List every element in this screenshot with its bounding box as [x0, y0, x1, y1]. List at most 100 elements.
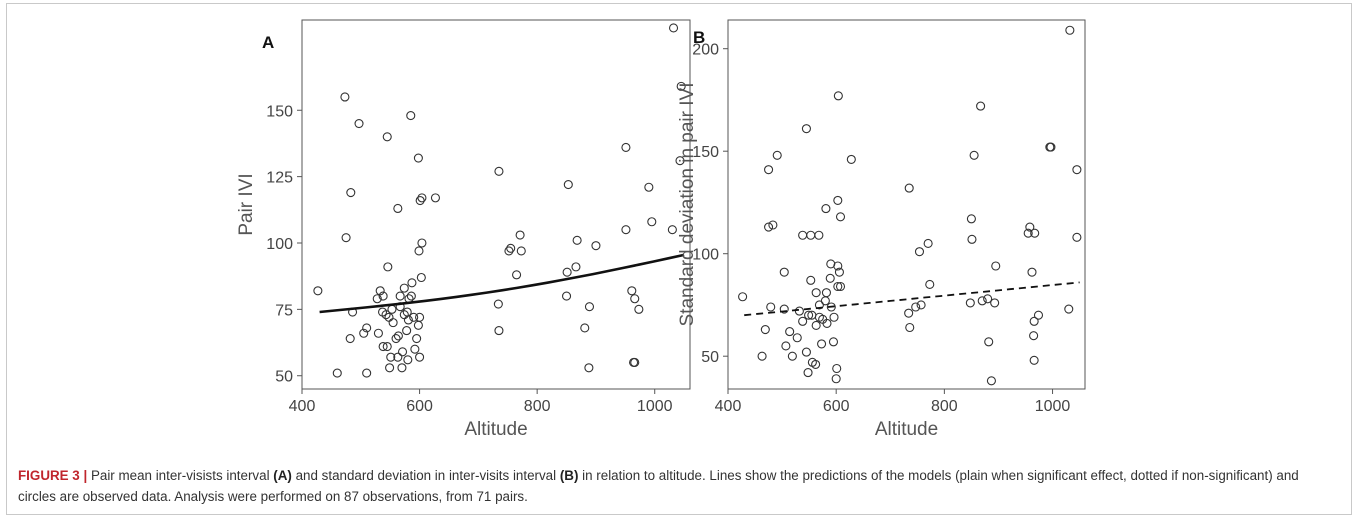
panel-b-data-point [833, 91, 843, 101]
panel-a-data-point [346, 188, 356, 198]
panel-a-y-tick-label: 50 [275, 369, 293, 386]
panel-b-data-point [991, 261, 1001, 271]
panel-a-x-axis-title: Altitude [464, 419, 527, 440]
panel-b-data-point [792, 333, 802, 343]
panel-b-data-point [1072, 165, 1082, 175]
panel-b-data-point [811, 320, 821, 331]
panel-a-data-point [393, 352, 403, 362]
panel-b-data-point [834, 267, 844, 277]
panel-b-data-point [1072, 232, 1082, 242]
panel-a-data-point [359, 328, 369, 338]
panel-a-data-point [332, 368, 342, 378]
panel-b-letter: B [693, 28, 705, 47]
panel-b-data-point [794, 306, 804, 316]
panel-a-data-point [397, 347, 408, 357]
panel-b-data-point [764, 222, 774, 232]
panel-a-data-point [591, 241, 601, 251]
panel-b-data-point [986, 376, 996, 386]
panel-b-x-tick-label: 400 [715, 398, 742, 415]
caption-label: FIGURE 3 | [18, 468, 88, 483]
panel-a-data-point [415, 352, 425, 362]
panel-b-data-point [822, 318, 832, 328]
panel-b-data-point [760, 324, 770, 335]
panel-a-data-point [504, 246, 514, 256]
panel-a-x-tick-label: 400 [289, 398, 316, 415]
panel-b-data-point [764, 165, 774, 175]
panel-b-data-point [965, 298, 975, 308]
panel-b-data-point [801, 347, 811, 357]
panel-a-data-point [378, 341, 388, 352]
panel-a-data-point [667, 225, 677, 235]
caption-text-3: in relation to altitude. Lines show the … [18, 468, 1299, 504]
panel-a-y-tick-label: 150 [266, 103, 293, 120]
panel-a-data-point [373, 328, 383, 338]
panel-a-data-point [378, 291, 388, 301]
figure-caption: FIGURE 3 | Pair mean inter-visists inter… [18, 465, 1338, 507]
caption-ref-a: (A) [273, 468, 292, 483]
panel-b-data-point [916, 300, 926, 310]
panel-a-data-point [413, 320, 423, 330]
figure-frame [6, 3, 1352, 515]
panel-b-data-point [976, 101, 986, 111]
figure-chart-area: 400 600 800 1000 50 75 100 125 150 Altitude Pair I… [236, 19, 1086, 440]
panel-a-data-point [675, 156, 685, 166]
panel-b-y-tick-label: 200 [692, 42, 719, 59]
panel-a-x-tick-label: 800 [524, 398, 551, 415]
panel-a-data-point [494, 326, 504, 336]
panel-b-data-point [779, 304, 789, 314]
panel-b-data-point [923, 238, 933, 248]
panel-a-data-point [416, 272, 426, 283]
panel-b-data-point [904, 308, 914, 318]
panel-b-data-point [990, 298, 1000, 308]
panel-a-data-point [493, 299, 503, 309]
panel-a-data-point [383, 262, 393, 272]
panel-a-y-axis-title: Pair IVI [236, 173, 257, 235]
panel-a-x-tick-label: 600 [406, 398, 433, 415]
panel-b-x-tick-label: 1000 [1035, 398, 1071, 415]
panel-b-data-point [817, 339, 827, 349]
panel-b-data-point [821, 288, 831, 298]
panel-b-data-point [914, 247, 925, 257]
panel-b-data-point [1025, 222, 1035, 232]
panel-b-data-point [825, 273, 835, 283]
panel-a-data-point [382, 341, 392, 352]
panel-a-data-point [644, 182, 654, 192]
panel-a-data-point [410, 344, 420, 354]
panel-a-data-point [621, 142, 631, 152]
panel-a-data-point [397, 363, 407, 373]
panel-a-data-point [391, 334, 401, 344]
panel-b-data-point [806, 230, 816, 240]
panel-b-data-point [1029, 316, 1039, 326]
caption-text-1: Pair mean inter-visists interval [87, 468, 274, 483]
panel-a-data-point [571, 262, 581, 272]
panel-b-data-point [977, 296, 987, 306]
panel-b-plot-frame [727, 19, 1086, 390]
panel-b-data-point [832, 363, 842, 374]
panel-a-data-point [399, 310, 409, 320]
panel-b-y-axis-title: Standard deviation in pair IVI [677, 83, 698, 327]
panel-a-data-point [412, 334, 422, 344]
panel-b-data-point [904, 183, 914, 193]
panel-a-group: 400 600 800 1000 50 75 100 125 150 Altitude Pair I… [236, 19, 691, 440]
panel-a-x-tick-label: 1000 [637, 398, 673, 415]
panel-a-data-point [362, 323, 372, 333]
panel-b-data-point [1027, 267, 1037, 277]
panel-b-data-point [814, 230, 824, 240]
panel-a-data-point [403, 355, 413, 365]
panel-b-data-point [811, 359, 821, 369]
panel-a-data-point [406, 291, 416, 301]
panel-a-data-point [414, 246, 424, 256]
panel-a-data-point [516, 246, 526, 256]
panel-b-data-point [828, 337, 839, 347]
panel-b-data-point [1029, 331, 1039, 341]
panel-a-data-point [313, 286, 323, 296]
panel-a-letter: A [262, 33, 274, 52]
panel-b-data-point [846, 154, 856, 164]
panel-b-data-point [798, 230, 808, 240]
panel-b-fit-line [744, 281, 1080, 317]
panel-a-data-point [409, 312, 419, 322]
panel-b-data-point [766, 302, 776, 312]
panel-b-data-point [1029, 355, 1039, 365]
panel-b-data-point [1030, 228, 1040, 238]
panel-b-data-point [831, 374, 841, 384]
